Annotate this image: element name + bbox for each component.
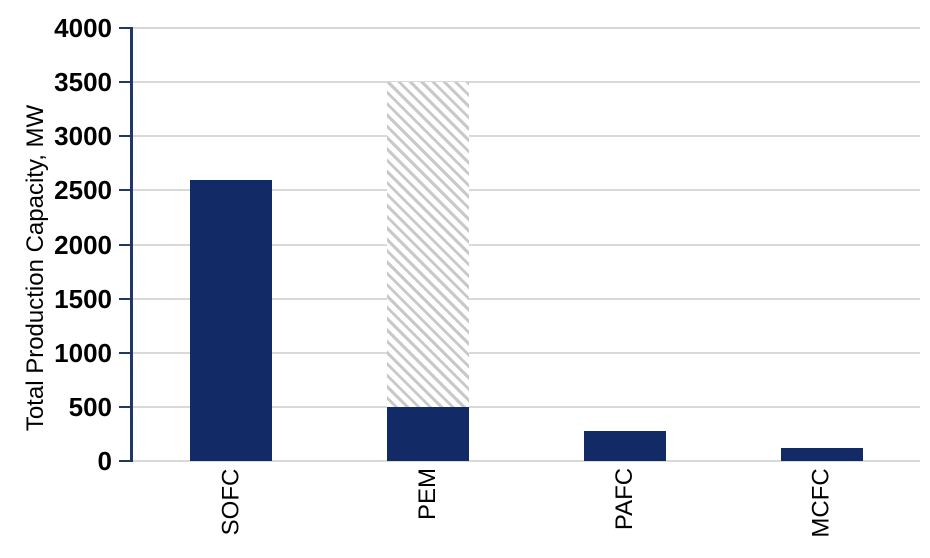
gridline <box>133 405 920 408</box>
gridline <box>133 243 920 246</box>
y-tick-label: 1500 <box>54 283 112 314</box>
y-tick-label: 0 <box>97 446 112 476</box>
gridline <box>133 135 920 138</box>
y-tick-label: 3500 <box>54 67 112 98</box>
y-tick <box>119 460 133 462</box>
y-tick <box>119 405 133 408</box>
y-tick <box>119 297 133 300</box>
gridline <box>133 189 920 192</box>
bar-mcfc <box>780 448 863 461</box>
x-category-label-mcfc: MCFC <box>807 467 835 538</box>
y-tick-label: 2500 <box>54 175 112 206</box>
gridline <box>133 27 920 29</box>
y-tick-label: 500 <box>68 391 112 422</box>
bar-pem <box>387 406 470 461</box>
gridline <box>133 297 920 300</box>
y-tick <box>119 81 133 84</box>
y-tick <box>119 27 133 29</box>
y-tick-label: 4000 <box>54 13 112 43</box>
x-category-label-sofc: SOFC <box>217 468 245 535</box>
y-tick <box>119 351 133 354</box>
x-category-label-pafc: PAFC <box>610 467 638 531</box>
gridline <box>133 81 920 84</box>
x-category-label-pem: PEM <box>414 467 442 521</box>
y-tick-label: 1000 <box>54 337 112 368</box>
hatched-bar-segment-pem <box>387 82 470 407</box>
bar-sofc <box>190 179 273 461</box>
y-tick-label: 2000 <box>54 229 112 260</box>
y-tick-label: 3000 <box>54 121 112 152</box>
y-axis-title: Total Production Capacity, MW <box>22 104 50 432</box>
y-tick <box>119 189 133 192</box>
y-tick <box>119 135 133 138</box>
gridline <box>133 460 920 462</box>
y-axis-line <box>130 27 133 462</box>
y-tick <box>119 243 133 246</box>
gridline <box>133 351 920 354</box>
bar-pafc <box>583 430 666 461</box>
